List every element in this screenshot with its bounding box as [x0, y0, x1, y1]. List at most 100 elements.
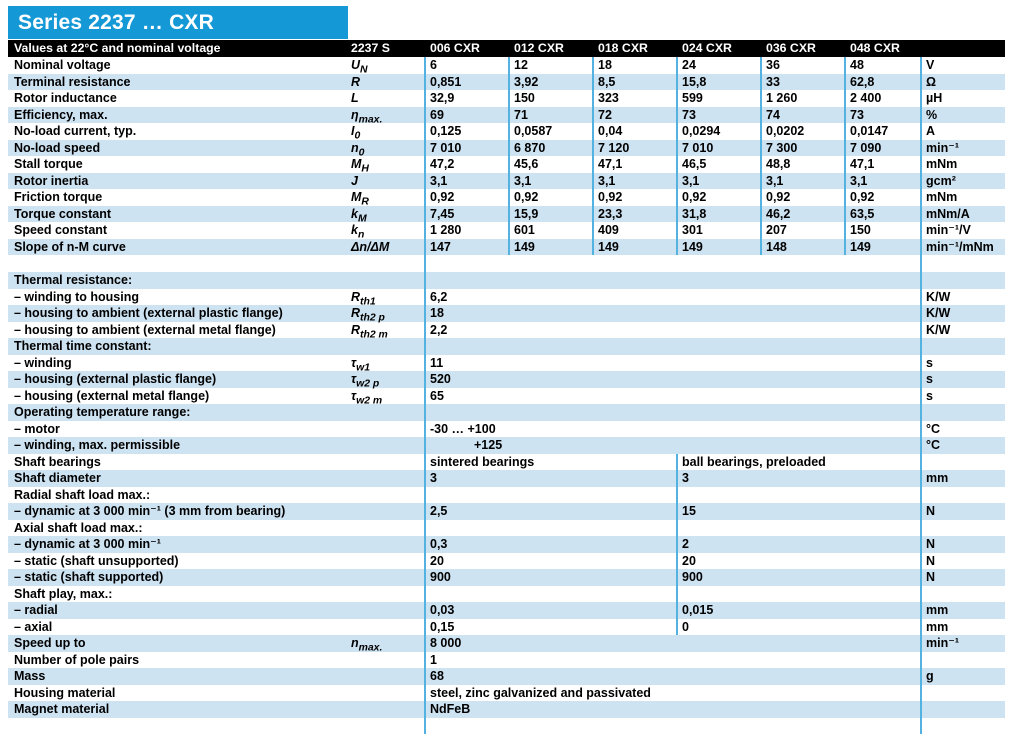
- table-row: – housing to ambient (external plastic f…: [8, 305, 1005, 327]
- row-unit: [920, 519, 1005, 536]
- table-row: – static (shaft unsupported) 20 20 N: [8, 552, 1005, 570]
- row-value-ball: [676, 585, 920, 602]
- row-symbol: MR: [349, 189, 424, 211]
- table-row: – housing (external plastic flange) τw2 p…: [8, 371, 1005, 393]
- row-label: Friction torque: [14, 190, 103, 204]
- symbol-subscript: n: [357, 229, 365, 241]
- row-unit: [920, 585, 1005, 602]
- row-unit: min⁻¹: [920, 635, 1005, 657]
- table-row: Friction torque MR 0,92 0,92 0,92 0,92 0,92 0,9…: [8, 189, 1005, 211]
- row-value: 32,9: [424, 90, 508, 107]
- symbol-subscript: w1: [356, 362, 370, 373]
- row-value: 150: [508, 90, 592, 107]
- row-value: +125: [424, 437, 920, 454]
- table-row: – winding, max. permissible +125 °C: [8, 437, 1005, 454]
- symbol-subscript: 0: [358, 147, 365, 158]
- symbol-base: I: [351, 124, 355, 138]
- symbol-base: U: [351, 58, 361, 72]
- table-row: – housing to ambient (external metal fla…: [8, 321, 1005, 344]
- row-label: Shaft bearings: [14, 454, 101, 469]
- table-row: [8, 255, 1005, 272]
- symbol-base: k: [351, 206, 358, 221]
- row-unit: [920, 255, 1005, 272]
- row-value: 8,5: [592, 73, 676, 90]
- row-value: 150: [844, 222, 920, 244]
- row-value: 72: [592, 106, 676, 129]
- table-row: [8, 717, 1005, 734]
- row-label: – winding: [14, 355, 72, 370]
- row-label: Nominal voltage: [14, 58, 111, 72]
- row-unit: °C: [920, 420, 1005, 437]
- table-row: No-load current, typ. I0 0,125 0,0587 0,04 0,…: [8, 123, 1005, 145]
- row-unit: V: [920, 57, 1005, 79]
- row-label: No-load speed: [14, 140, 101, 155]
- row-value: 0,92: [844, 189, 920, 211]
- row-value: 74: [760, 106, 844, 129]
- row-value: 46,5: [676, 156, 760, 178]
- row-value-ball: [676, 519, 920, 536]
- row-value: 149: [844, 238, 920, 255]
- row-unit: [920, 453, 1005, 470]
- table-row: Speed up to nmax. 8 000 min⁻¹: [8, 635, 1005, 657]
- row-value: NdFeB: [424, 701, 920, 718]
- header-column-012-cxr: 012 CXR: [514, 41, 564, 55]
- table-header-row: Values at 22°C and nominal voltage 2237 S…: [8, 40, 1005, 57]
- row-value-ball: 20: [676, 552, 920, 569]
- row-value: 69: [424, 106, 508, 129]
- row-label: – housing (external metal flange): [14, 388, 210, 403]
- row-symbol: [349, 437, 424, 454]
- table-row: Slope of n-M curve Δn/ΔM 147 149 149 149 148 14…: [8, 238, 1005, 255]
- row-label: Shaft play, max.:: [14, 586, 113, 601]
- row-value: 7 090: [844, 139, 920, 162]
- row-value: 68: [424, 668, 920, 685]
- header-column-036-cxr: 036 CXR: [766, 41, 816, 55]
- row-value-ball: 2: [676, 536, 920, 553]
- row-label: Rotor inductance: [14, 91, 117, 105]
- row-symbol: UN: [349, 57, 424, 79]
- row-unit: K/W: [920, 305, 1005, 327]
- row-symbol: nmax.: [349, 635, 424, 657]
- row-label: Axial shaft load max.:: [14, 520, 143, 535]
- row-symbol: [349, 487, 424, 504]
- symbol-base: R: [351, 322, 361, 337]
- row-value-sintered: 20: [424, 552, 676, 569]
- row-label: – static (shaft supported): [14, 570, 164, 584]
- symbol-base: n: [351, 636, 359, 650]
- table-row: – dynamic at 3 000 min⁻¹ 0,3 2 N: [8, 536, 1005, 553]
- row-unit: N: [920, 536, 1005, 553]
- row-value: 0,0202: [760, 123, 844, 145]
- table-row: – winding to housing Rth1 6,2 K/W: [8, 288, 1005, 311]
- row-symbol: [349, 569, 424, 586]
- symbol-subscript: M: [357, 213, 367, 224]
- symbol-base: M: [351, 190, 362, 204]
- symbol-subscript: th2 m: [360, 329, 388, 340]
- row-value: 0,04: [592, 123, 676, 145]
- row-value: 48: [844, 57, 920, 79]
- row-value: 11: [424, 354, 920, 377]
- row-unit: mm: [920, 470, 1005, 487]
- row-label: – winding to housing: [14, 289, 139, 304]
- symbol-base: R: [351, 289, 361, 304]
- row-value: 3,1: [592, 172, 676, 189]
- row-value: 15,9: [508, 205, 592, 228]
- row-value: 7,45: [424, 205, 508, 228]
- row-symbol: kn: [349, 222, 424, 244]
- row-label: [8, 255, 424, 272]
- row-unit: N: [920, 503, 1005, 520]
- row-value-sintered: 0,03: [424, 602, 676, 619]
- row-value-ball: 3: [676, 470, 920, 487]
- table-row: Speed constant kn 1 280 601 409 301 207 150 min⁻…: [8, 222, 1005, 244]
- row-value: [424, 404, 920, 421]
- row-symbol: [349, 553, 424, 570]
- row-unit: [920, 338, 1005, 355]
- row-symbol: [349, 272, 424, 289]
- row-value: 47,1: [844, 156, 920, 178]
- row-value: 47,2: [424, 156, 508, 178]
- row-unit: %: [920, 106, 1005, 129]
- table-row: Rotor inductance L 32,9 150 323 599 1 260 2 400…: [8, 90, 1005, 107]
- row-value-sintered: sintered bearings: [424, 453, 676, 470]
- table-row: Efficiency, max. ηmax. 69 71 72 73 74 73%: [8, 106, 1005, 129]
- symbol-base: τ: [351, 372, 357, 386]
- row-label: Radial shaft load max.:: [14, 487, 151, 502]
- row-label: – motor: [14, 421, 60, 436]
